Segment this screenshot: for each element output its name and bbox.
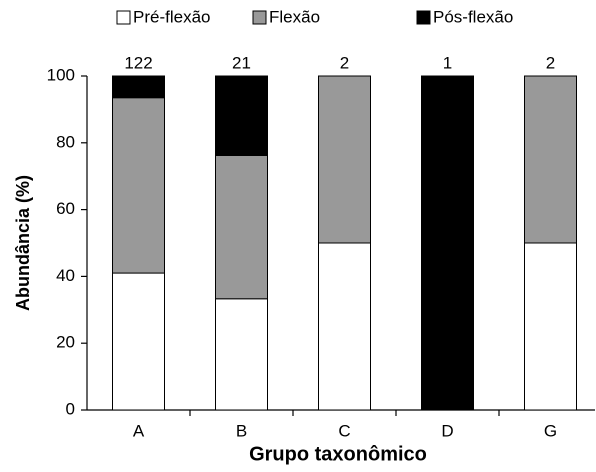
bar-segment (112, 272, 165, 411)
bar-segment (318, 242, 371, 411)
bar-segment (112, 97, 165, 274)
x-tick-label: D (441, 421, 453, 440)
total-label: 1 (443, 53, 452, 72)
y-tick-label: 80 (56, 132, 75, 151)
bar-segment (112, 75, 165, 99)
legend-swatch (416, 10, 431, 25)
legend-label: Pós-flexão (433, 7, 513, 26)
y-tick-label: 100 (47, 65, 75, 84)
legend-swatch (252, 10, 267, 25)
x-tick-label: C (338, 421, 350, 440)
x-tick-label: G (544, 421, 557, 440)
y-tick-label: 60 (56, 199, 75, 218)
bar-segment (215, 298, 268, 411)
x-axis-title: Grupo taxonômico (249, 443, 427, 465)
x-tick-label: A (133, 421, 145, 440)
bar-segment (421, 75, 474, 411)
total-label: 21 (232, 53, 251, 72)
total-label: 2 (340, 53, 349, 72)
bar-segment (215, 154, 268, 300)
x-tick-label: B (236, 421, 247, 440)
y-tick-label: 0 (66, 399, 75, 418)
total-label: 2 (546, 53, 555, 72)
y-axis-title: Abundância (%) (13, 175, 33, 311)
legend-label: Pré-flexão (133, 7, 210, 26)
legend-label: Flexão (269, 7, 320, 26)
y-tick-label: 20 (56, 333, 75, 352)
bar-segment (524, 242, 577, 411)
bar-segment (215, 75, 268, 156)
y-tick-label: 40 (56, 266, 75, 285)
legend-swatch (116, 10, 131, 25)
bar-segment (524, 75, 577, 244)
total-label: 122 (124, 53, 152, 72)
bar-segment (318, 75, 371, 244)
